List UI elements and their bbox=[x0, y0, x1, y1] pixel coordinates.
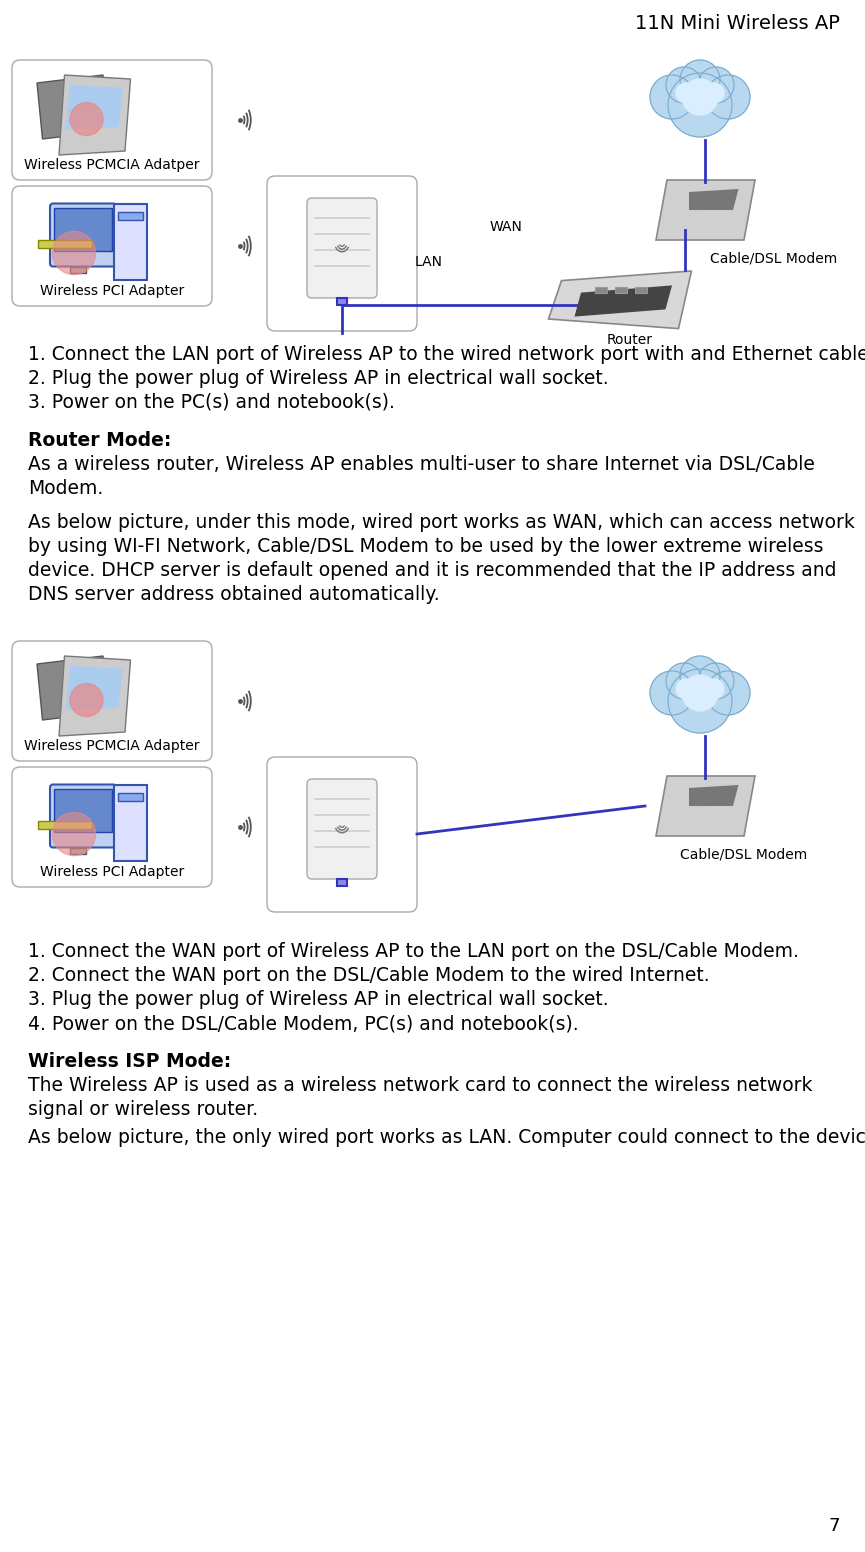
FancyBboxPatch shape bbox=[12, 186, 212, 306]
Text: DNS server address obtained automatically.: DNS server address obtained automaticall… bbox=[28, 585, 439, 604]
Circle shape bbox=[650, 670, 694, 715]
FancyBboxPatch shape bbox=[50, 203, 116, 267]
Circle shape bbox=[698, 67, 734, 102]
Polygon shape bbox=[689, 189, 739, 210]
Bar bbox=[118, 211, 144, 219]
Polygon shape bbox=[689, 785, 739, 805]
Bar bbox=[70, 847, 86, 854]
Circle shape bbox=[668, 669, 732, 733]
Text: Wireless PCI Adapter: Wireless PCI Adapter bbox=[40, 864, 184, 878]
Circle shape bbox=[676, 680, 696, 698]
FancyBboxPatch shape bbox=[12, 767, 212, 888]
Polygon shape bbox=[656, 776, 755, 837]
Circle shape bbox=[666, 67, 702, 102]
FancyBboxPatch shape bbox=[12, 641, 212, 760]
Text: Wireless PCMCIA Adatper: Wireless PCMCIA Adatper bbox=[24, 158, 200, 172]
Text: As below picture, the only wired port works as LAN. Computer could connect to th: As below picture, the only wired port wo… bbox=[28, 1128, 865, 1147]
Circle shape bbox=[668, 73, 732, 137]
Bar bbox=[635, 287, 647, 293]
Bar bbox=[38, 821, 92, 829]
Circle shape bbox=[70, 683, 103, 717]
Bar bbox=[113, 203, 147, 279]
Text: LAN: LAN bbox=[415, 255, 443, 268]
Text: Router: Router bbox=[607, 334, 653, 348]
Circle shape bbox=[53, 812, 96, 855]
Text: 1. Connect the WAN port of Wireless AP to the LAN port on the DSL/Cable Modem.: 1. Connect the WAN port of Wireless AP t… bbox=[28, 942, 799, 961]
FancyBboxPatch shape bbox=[12, 61, 212, 180]
Circle shape bbox=[680, 61, 720, 99]
Text: Modem.: Modem. bbox=[28, 480, 103, 498]
Circle shape bbox=[706, 670, 750, 715]
Circle shape bbox=[682, 675, 718, 711]
Circle shape bbox=[650, 74, 694, 120]
Bar bbox=[615, 287, 627, 293]
Text: internet: internet bbox=[670, 92, 730, 107]
Circle shape bbox=[680, 656, 720, 695]
Bar bbox=[54, 208, 112, 250]
Circle shape bbox=[53, 231, 96, 275]
FancyBboxPatch shape bbox=[307, 779, 377, 878]
Text: WAN: WAN bbox=[490, 220, 522, 234]
FancyBboxPatch shape bbox=[267, 757, 417, 913]
Polygon shape bbox=[59, 74, 131, 155]
Text: 1. Connect the LAN port of Wireless AP to the wired network port with and Ethern: 1. Connect the LAN port of Wireless AP t… bbox=[28, 345, 865, 365]
Bar bbox=[337, 878, 347, 886]
Circle shape bbox=[666, 663, 702, 698]
Bar bbox=[54, 788, 112, 832]
Circle shape bbox=[704, 680, 724, 698]
Text: by using WI-FI Network, Cable/DSL Modem to be used by the lower extreme wireless: by using WI-FI Network, Cable/DSL Modem … bbox=[28, 537, 823, 556]
Text: As below picture, under this mode, wired port works as WAN, which can access net: As below picture, under this mode, wired… bbox=[28, 514, 855, 532]
Bar bbox=[38, 241, 92, 248]
Text: Wireless PCI Adapter: Wireless PCI Adapter bbox=[40, 284, 184, 298]
Text: Cable/DSL Modem: Cable/DSL Modem bbox=[710, 251, 837, 265]
Bar bbox=[113, 784, 147, 861]
Bar bbox=[118, 793, 144, 801]
Text: Wireless ISP Mode:: Wireless ISP Mode: bbox=[28, 1052, 231, 1071]
Polygon shape bbox=[574, 286, 672, 317]
Text: 3. Power on the PC(s) and notebook(s).: 3. Power on the PC(s) and notebook(s). bbox=[28, 393, 395, 411]
Polygon shape bbox=[59, 656, 131, 736]
Text: internet: internet bbox=[670, 688, 730, 703]
Text: 2. Connect the WAN port on the DSL/Cable Modem to the wired Internet.: 2. Connect the WAN port on the DSL/Cable… bbox=[28, 965, 709, 986]
Text: 7: 7 bbox=[829, 1516, 840, 1535]
Circle shape bbox=[676, 82, 696, 102]
Text: Wireless PCMCIA Adapter: Wireless PCMCIA Adapter bbox=[24, 739, 200, 753]
Text: 11N Mini Wireless AP: 11N Mini Wireless AP bbox=[635, 14, 840, 33]
Text: 4. Power on the DSL/Cable Modem, PC(s) and notebook(s).: 4. Power on the DSL/Cable Modem, PC(s) a… bbox=[28, 1013, 579, 1034]
Polygon shape bbox=[656, 180, 755, 241]
Polygon shape bbox=[548, 272, 691, 329]
Text: signal or wireless router.: signal or wireless router. bbox=[28, 1100, 258, 1119]
Polygon shape bbox=[37, 74, 108, 140]
Text: Cable/DSL Modem: Cable/DSL Modem bbox=[680, 847, 807, 861]
Bar bbox=[70, 267, 86, 273]
Text: device. DHCP server is default opened and it is recommended that the IP address : device. DHCP server is default opened an… bbox=[28, 560, 836, 580]
Polygon shape bbox=[37, 656, 108, 720]
Polygon shape bbox=[66, 85, 123, 129]
Circle shape bbox=[706, 74, 750, 120]
Text: As a wireless router, Wireless AP enables multi-user to share Internet via DSL/C: As a wireless router, Wireless AP enable… bbox=[28, 455, 815, 473]
Polygon shape bbox=[66, 666, 123, 711]
Text: The Wireless AP is used as a wireless network card to connect the wireless netwo: The Wireless AP is used as a wireless ne… bbox=[28, 1076, 812, 1096]
Bar bbox=[595, 287, 607, 293]
Circle shape bbox=[698, 663, 734, 698]
FancyBboxPatch shape bbox=[50, 784, 116, 847]
Text: 3. Plug the power plug of Wireless AP in electrical wall socket.: 3. Plug the power plug of Wireless AP in… bbox=[28, 990, 609, 1009]
Bar bbox=[337, 298, 347, 306]
Circle shape bbox=[682, 79, 718, 115]
Text: 2. Plug the power plug of Wireless AP in electrical wall socket.: 2. Plug the power plug of Wireless AP in… bbox=[28, 369, 609, 388]
FancyBboxPatch shape bbox=[307, 199, 377, 298]
Circle shape bbox=[704, 82, 724, 102]
Circle shape bbox=[70, 102, 103, 135]
FancyBboxPatch shape bbox=[267, 175, 417, 331]
Text: Router Mode:: Router Mode: bbox=[28, 431, 171, 450]
